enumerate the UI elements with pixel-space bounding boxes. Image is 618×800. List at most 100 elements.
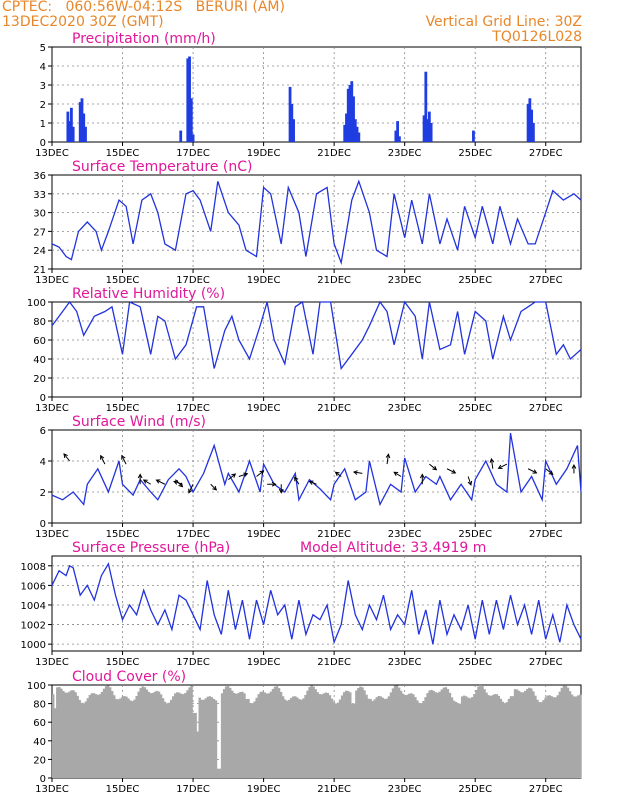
panel-4-wind-arrow <box>143 479 152 485</box>
panel-2-series-line <box>51 179 582 266</box>
panel-6-cloud-bar <box>60 688 63 778</box>
panel-6-cloud-bar <box>564 685 568 778</box>
panel-1-title: Precipitation (mm/h) <box>72 31 216 47</box>
panel-2-ytick-label: 33 <box>33 190 46 201</box>
panel-6-cloud-bar <box>204 698 208 778</box>
panel-6-cloud-bar <box>117 699 120 778</box>
panel-6-ytick-label: 40 <box>33 737 46 748</box>
panel-6-ytick-label: 60 <box>33 718 46 729</box>
panel-4-wind-arrow-head <box>432 465 438 471</box>
panel-3-title: Relative Humidity (%) <box>72 286 225 302</box>
panel-6-cloud-bar <box>491 695 494 778</box>
panel-6-cloud-bar <box>249 703 252 778</box>
panel-3-series-line <box>51 300 582 371</box>
panel-6-cloud-bar <box>446 689 450 778</box>
panel-6-cloud-bar <box>530 688 533 778</box>
panel-6-cloud-bar <box>538 702 541 778</box>
panel-5-series-line <box>51 562 582 645</box>
panel-5-xtick-label: 19DEC <box>247 657 281 668</box>
panel-6-cloud-bar <box>560 687 564 778</box>
panel-4-wind-arrow-head <box>188 488 193 494</box>
panel-6-cloud-bar <box>188 687 191 778</box>
panel-4-wind-arrow-head <box>294 476 299 482</box>
panel-1-bar <box>357 132 361 142</box>
panel-3-xtick-label: 21DEC <box>317 403 351 414</box>
header-line2: 13DEC2020 30Z (GMT) <box>2 14 164 30</box>
panel-6-cloud-bar <box>161 698 165 778</box>
panel-6-cloud-bar <box>143 687 146 778</box>
panel-2-title: Surface Temperature (nC) <box>72 159 253 175</box>
panel-4-wind-arrow-head <box>548 470 554 476</box>
panel-6-cloud-bar <box>389 692 393 778</box>
panel-4-xtick-label: 17DEC <box>176 529 210 540</box>
panel-6-cloud-bar <box>481 686 484 778</box>
panel-4-ytick-label: 0 <box>40 519 46 530</box>
panel-6-cloud-bar <box>192 712 195 778</box>
panel-6-cloud-bar <box>153 691 157 778</box>
panel-6-cloud-bar <box>229 687 232 778</box>
panel-1-bar <box>396 121 400 142</box>
panel-4-wind-arrow-head <box>308 480 314 485</box>
panel-6-cloud-bar <box>78 699 81 778</box>
panel-6-cloud-bar <box>385 698 389 778</box>
panel-6-cloud-bar <box>308 687 311 778</box>
panel-4-wind-arrow <box>498 463 508 469</box>
panel-4-wind-arrow <box>100 455 106 465</box>
panel-4-wind-arrow <box>238 473 248 477</box>
panel-1-bar <box>352 96 355 142</box>
panel-6-cloud-bar <box>540 702 543 778</box>
panel-6-cloud-bar <box>271 688 275 778</box>
panel-4-xtick-label: 23DEC <box>388 529 422 540</box>
panel-6-cloud-bar <box>180 693 183 778</box>
panel-6-cloud-bar <box>76 695 79 778</box>
panel-6-cloud-bar <box>178 692 181 778</box>
panel-6-cloud-bar <box>226 686 230 778</box>
panel-6-cloud-bar <box>566 687 570 778</box>
panel-6-cloud-bar <box>259 691 262 778</box>
panel-6-cloud-bar <box>52 694 55 778</box>
panel-6-cloud-bar <box>159 694 163 778</box>
panel-6-cloud-bar <box>499 698 503 778</box>
panel-4-wind-arrow-head <box>271 481 277 487</box>
panel-4-wind-arrow <box>335 471 342 477</box>
panel-6-cloud-bar <box>88 695 92 778</box>
panel-6-cloud-bar <box>115 698 118 778</box>
panel-6-cloud-bar <box>237 693 240 778</box>
panel-1-xtick-label: 23DEC <box>388 148 422 159</box>
panel-6-cloud-bar <box>326 692 330 778</box>
panel-6-cloud-bar <box>576 695 580 778</box>
panel-6-cloud-bar <box>410 693 413 778</box>
panel-5-xtick-label: 23DEC <box>388 657 422 668</box>
panel-6-cloud-bar <box>572 696 576 778</box>
panel-6-cloud-bar <box>277 688 281 778</box>
panel-4-wind-arrow-head <box>571 463 577 469</box>
panel-6-cloud-bar <box>98 694 102 778</box>
panel-6-cloud-bar <box>165 703 169 778</box>
panel-2-xtick-label: 13DEC <box>35 275 69 286</box>
panel-4-xtick-label: 13DEC <box>35 529 69 540</box>
panel-6-cloud-bar <box>424 697 427 778</box>
panel-4-wind-arrow-head <box>121 454 126 460</box>
panel-6-cloud-bar <box>292 696 295 778</box>
panel-6-cloud-bar <box>66 692 69 778</box>
panel-6-cloud-bar <box>62 690 65 778</box>
panel-6-cloud-bar <box>318 694 321 778</box>
panel-6-cloud-bar <box>336 702 340 778</box>
panel-2-ytick-label: 24 <box>33 246 46 257</box>
panel-5-ytick-label: 1006 <box>21 581 46 592</box>
panel-6-cloud-bar <box>418 702 421 778</box>
panel-4-wind-arrow <box>527 468 537 474</box>
panel-5-title: Surface Pressure (hPa) <box>72 540 230 556</box>
panel-6-xtick-label: 17DEC <box>176 784 210 795</box>
panel-6-cloud-bar <box>92 693 96 778</box>
panel-6-cloud-bar <box>56 687 59 778</box>
panel-6-cloud-bar <box>353 703 356 778</box>
panel-6-cloud-bar <box>475 689 478 778</box>
panel-6-cloud-bar <box>515 689 519 778</box>
panel-6-cloud-bar <box>184 692 187 778</box>
panel-6-cloud-bar <box>397 687 401 778</box>
panel-1-bar <box>427 111 431 142</box>
panel-4-wind-arrow-head <box>489 457 495 463</box>
panel-4-title: Surface Wind (m/s) <box>72 414 206 430</box>
panel-6-cloud-bar <box>332 701 336 778</box>
